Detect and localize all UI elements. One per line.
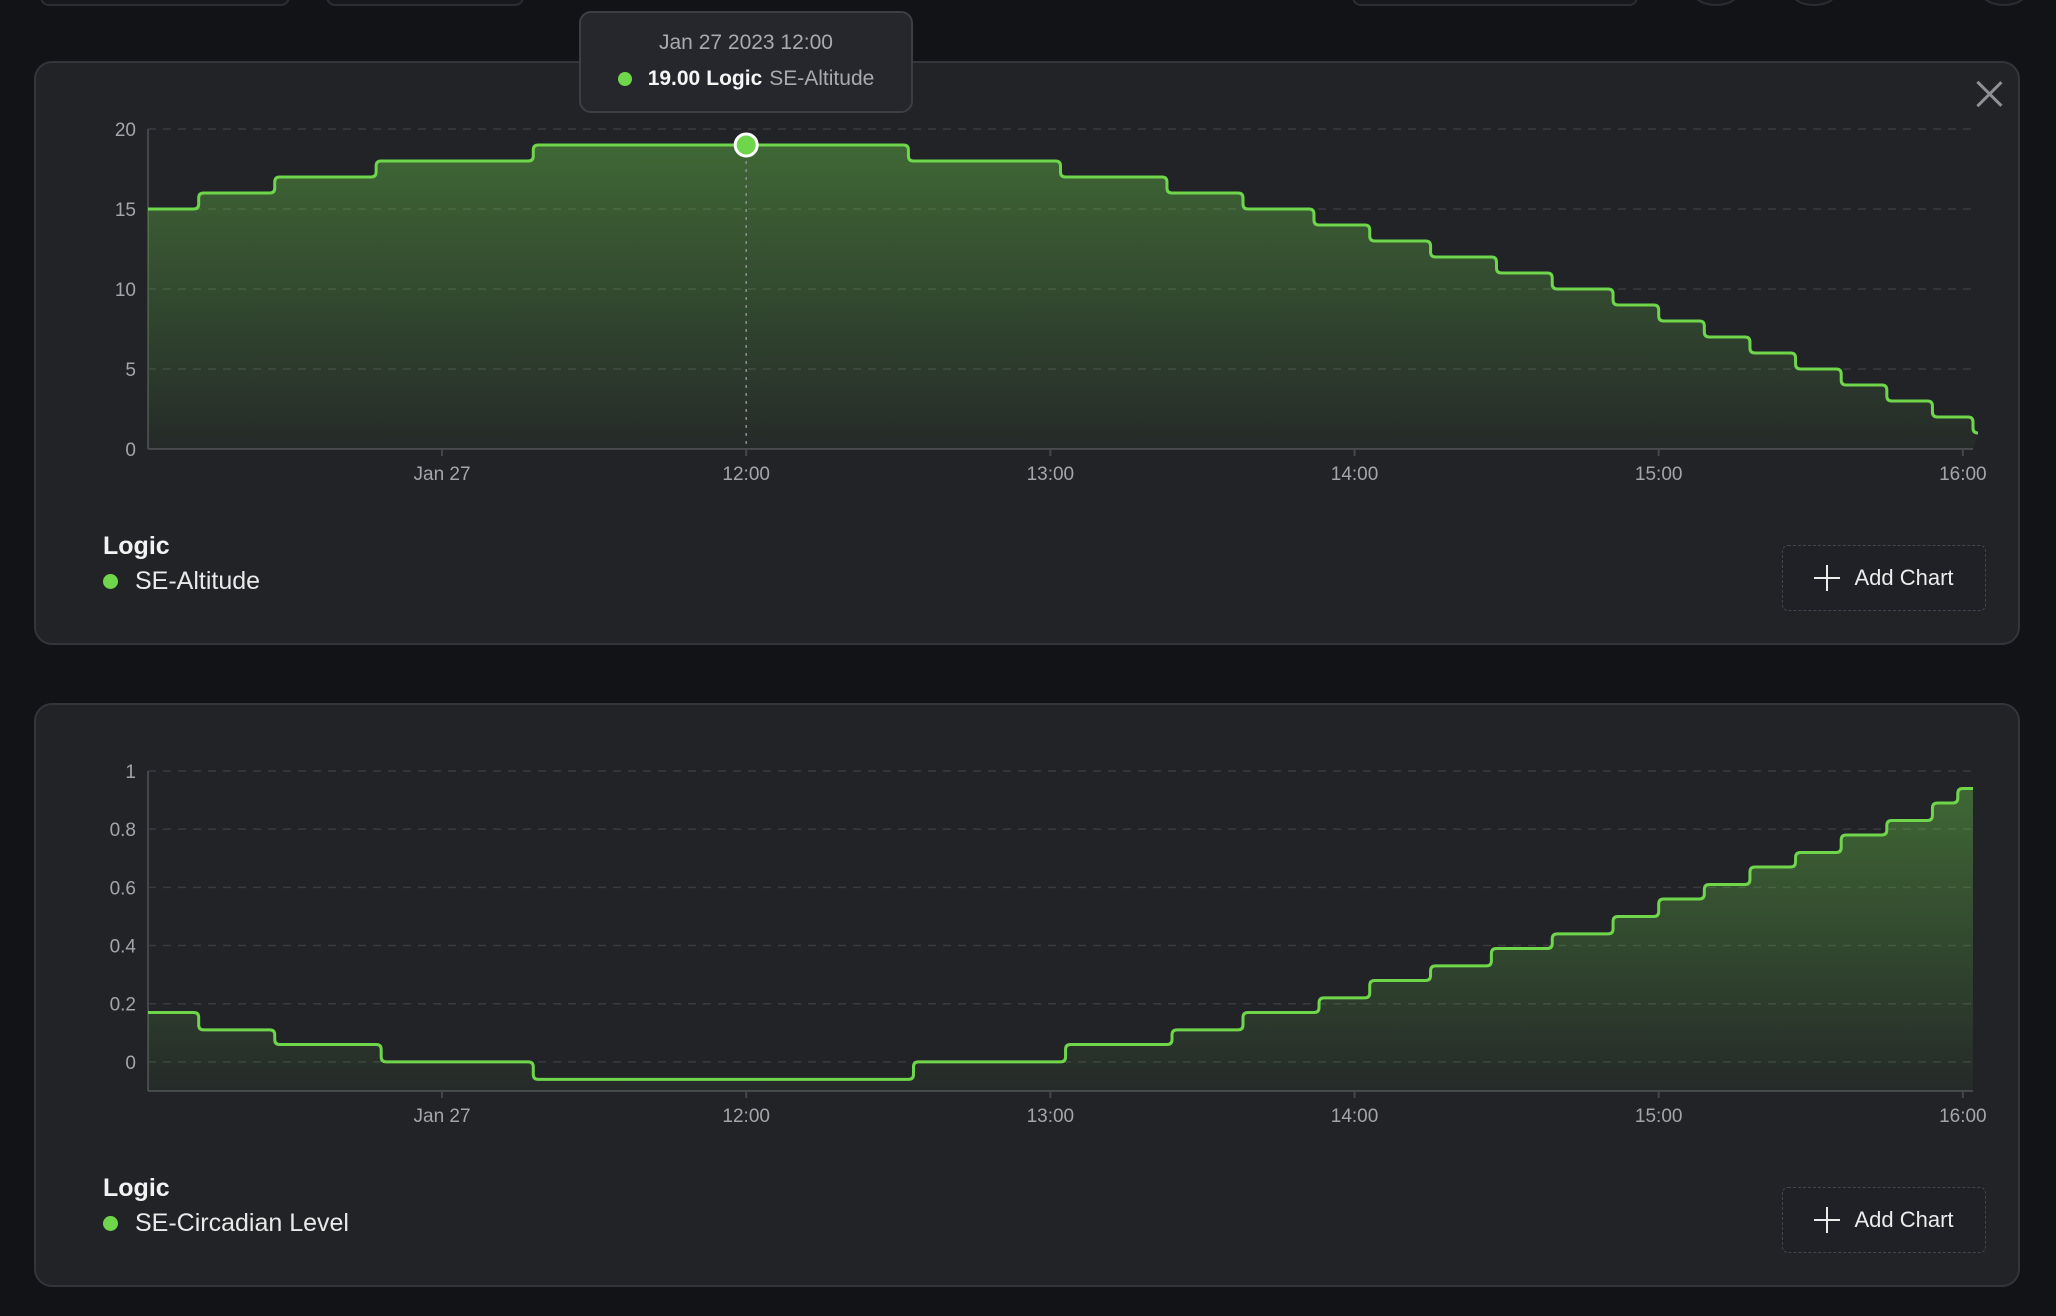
x-tick-label: 16:00 [1939,464,1987,485]
hover-tooltip: Jan 27 2023 12:00 19.00 Logic SE-Altitud… [579,11,913,113]
plus-icon [1814,1207,1841,1233]
series-dot [103,574,118,589]
tooltip-date: Jan 27 2023 12:00 [659,31,833,54]
x-tick-label: 13:00 [1027,1106,1075,1127]
series-dot [617,72,632,86]
x-tick-label: 16:00 [1939,1106,1987,1127]
toolbar-icon[interactable] [1982,0,2026,6]
y-tick-label: 10 [115,280,136,301]
series-line [148,143,1979,435]
series-dot [103,1216,118,1231]
close-icon[interactable] [1972,77,2006,111]
x-tick-label: 12:00 [722,464,770,485]
chart-legend: Logic SE-Circadian Level [103,1174,349,1238]
tooltip-series: SE-Altitude [769,67,875,90]
x-tick-label: 12:00 [722,1106,770,1127]
y-tick-label: 20 [115,120,136,141]
chart-card-altitude: 0 5 10 15 20 Jan 27 12:00 13:00 14:00 15:00 16:00 … [34,61,2020,645]
add-chart-button[interactable]: Add Chart [1782,1187,1986,1253]
y-tick-label: 5 [125,360,136,381]
tooltip-row: 19.00 Logic SE-Altitude [581,67,911,91]
y-tick-label: 15 [115,200,136,221]
series-line [148,786,1973,1081]
toolbar-icon[interactable] [1694,0,1738,6]
x-tick-label: Jan 27 [414,464,471,485]
series-area [148,788,1973,1091]
legend-item-se-altitude[interactable]: SE-Altitude [103,567,260,596]
y-tick-label: 1 [125,762,136,783]
legend-item-se-circadian-level[interactable]: SE-Circadian Level [103,1209,349,1238]
chart-legend: Logic SE-Altitude [103,532,260,596]
add-chart-button[interactable]: Add Chart [1782,545,1986,611]
circadian-chart[interactable]: 0 0.2 0.4 0.6 0.8 1 Jan 27 12:00 13:00 14:00 15:00… [36,705,2022,1289]
series-area [148,145,1978,449]
toolbar-control[interactable] [1352,0,1638,6]
toolbar-control[interactable] [326,0,524,6]
add-chart-label: Add Chart [1854,565,1954,590]
x-tick-label: Jan 27 [414,1106,471,1127]
legend-title: Logic [103,532,170,560]
tooltip-value: 19.00 [647,67,701,90]
toolbar-icon[interactable] [1792,0,1836,6]
y-tick-label: 0.2 [110,995,136,1016]
legend-item-label: SE-Altitude [135,567,261,595]
legend-title: Logic [103,1174,170,1202]
x-tick-label: 14:00 [1331,464,1379,485]
tooltip-unit: Logic [706,67,763,90]
y-tick-label: 0 [125,1053,136,1074]
x-tick-label: 14:00 [1331,1106,1379,1127]
plus-icon [1814,565,1841,591]
x-tick-label: 15:00 [1635,1106,1683,1127]
y-tick-label: 0.4 [110,937,137,958]
y-tick-label: 0.6 [110,878,136,899]
hover-point [733,132,759,158]
x-tick-label: 13:00 [1027,464,1075,485]
y-tick-label: 0.8 [110,820,136,841]
legend-item-label: SE-Circadian Level [135,1209,349,1237]
y-tick-label: 0 [125,440,136,461]
toolbar-control[interactable] [40,0,290,6]
x-tick-label: 15:00 [1635,464,1683,485]
altitude-chart[interactable]: 0 5 10 15 20 Jan 27 12:00 13:00 14:00 15:00 16:00 [36,63,2022,647]
add-chart-label: Add Chart [1854,1207,1954,1232]
chart-card-circadian: 0 0.2 0.4 0.6 0.8 1 Jan 27 12:00 13:00 14:00 15:00… [34,703,2020,1287]
